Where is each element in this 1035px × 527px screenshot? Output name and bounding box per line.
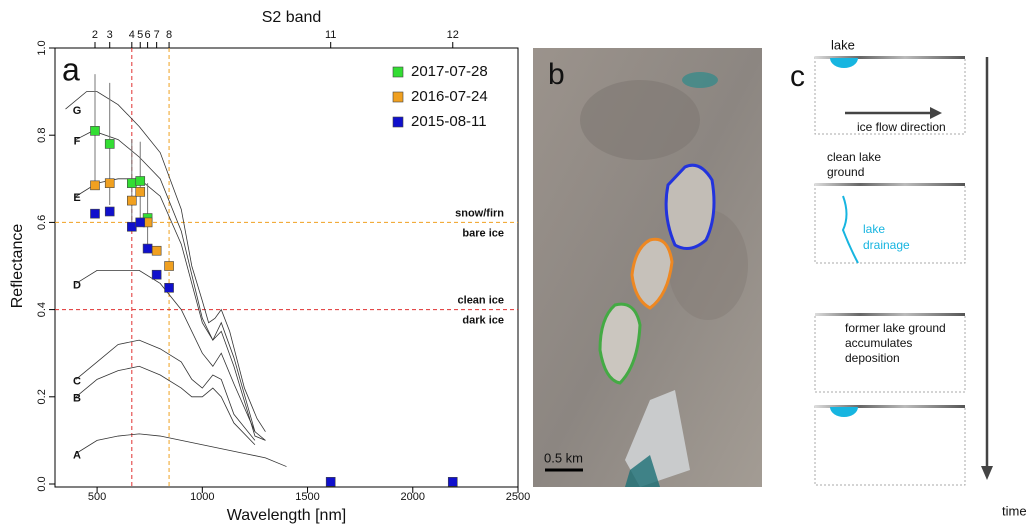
curve-label: G bbox=[73, 105, 82, 117]
legend-label: 2015-08-11 bbox=[411, 113, 487, 130]
diagram-text: clean lake bbox=[827, 150, 881, 164]
curve-label: D bbox=[73, 279, 81, 291]
spectral-curve bbox=[76, 434, 286, 467]
diagram-text: accumulates bbox=[845, 336, 912, 350]
curve-label: A bbox=[73, 449, 81, 461]
reference-label: clean ice bbox=[458, 295, 504, 307]
panel-label: c bbox=[790, 60, 805, 93]
data-point bbox=[105, 207, 114, 216]
x2-axis-label: S2 band bbox=[262, 9, 322, 26]
curve-label: B bbox=[73, 393, 81, 405]
legend-swatch bbox=[393, 117, 403, 127]
figure: b 0.5 km c lake ice flow direction clean… bbox=[0, 0, 1035, 527]
y-tick-label: 1.0 bbox=[36, 40, 48, 55]
reference-label: snow/firn bbox=[455, 207, 504, 219]
panel-label: a bbox=[62, 51, 80, 87]
data-point bbox=[90, 181, 99, 190]
data-point bbox=[165, 262, 174, 271]
page: {"chart_data": {"type": "scatter", "pane… bbox=[0, 0, 1035, 527]
data-point bbox=[90, 209, 99, 218]
data-point bbox=[105, 179, 114, 188]
legend-label: 2017-07-28 bbox=[411, 63, 488, 80]
x2-tick-label: 6 bbox=[145, 29, 151, 41]
x2-tick-label: 3 bbox=[107, 29, 113, 41]
data-point bbox=[136, 176, 145, 185]
legend-swatch bbox=[393, 92, 403, 102]
data-point bbox=[127, 222, 136, 231]
satellite-image bbox=[533, 48, 762, 487]
x2-tick-label: 4 bbox=[129, 29, 135, 41]
reference-label: dark ice bbox=[462, 315, 504, 327]
y-tick-label: 0.8 bbox=[36, 128, 48, 143]
y-axis-label: Reflectance bbox=[9, 224, 26, 309]
data-point bbox=[165, 283, 174, 292]
chart: a Wavelength [nm] S2 band Reflectance 500 100… bbox=[9, 9, 530, 524]
data-point bbox=[152, 246, 161, 255]
panel-label: b bbox=[548, 58, 565, 91]
data-point bbox=[105, 139, 114, 148]
data-point bbox=[127, 196, 136, 205]
data-point bbox=[326, 477, 335, 486]
diagram-text: lake bbox=[863, 222, 885, 236]
legend-label: 2016-07-24 bbox=[411, 88, 488, 105]
x2-tick-label: 7 bbox=[154, 29, 160, 41]
diagram-text: deposition bbox=[845, 351, 900, 365]
spectral-curve bbox=[76, 340, 255, 440]
curve-label: F bbox=[74, 135, 81, 147]
x-tick-label: 2500 bbox=[506, 491, 530, 503]
diagram-text: ground bbox=[827, 165, 864, 179]
scale-label: 0.5 km bbox=[544, 450, 583, 465]
y-tick-label: 0.0 bbox=[36, 476, 48, 491]
x-tick-label: 1500 bbox=[295, 491, 319, 503]
data-point bbox=[136, 218, 145, 227]
x2-tick-label: 2 bbox=[92, 29, 98, 41]
legend-swatch bbox=[393, 67, 403, 77]
y-tick-label: 0.2 bbox=[36, 389, 48, 404]
x-tick-label: 2000 bbox=[401, 491, 425, 503]
diagram-text: ice flow direction bbox=[857, 120, 946, 134]
x-tick-label: 500 bbox=[88, 491, 106, 503]
spectral-curve bbox=[76, 366, 255, 444]
data-point bbox=[127, 179, 136, 188]
data-point bbox=[90, 126, 99, 135]
y-tick-label: 0.6 bbox=[36, 215, 48, 230]
x2-tick-label: 12 bbox=[447, 29, 459, 41]
x2-tick-label: 8 bbox=[166, 29, 172, 41]
curve-label: C bbox=[73, 375, 81, 387]
diagram-text: former lake ground bbox=[845, 321, 946, 335]
curve-label: E bbox=[73, 192, 80, 204]
x2-tick-label: 5 bbox=[137, 29, 143, 41]
data-point bbox=[152, 270, 161, 279]
y-tick-label: 0.4 bbox=[36, 302, 48, 317]
diagram-text: drainage bbox=[863, 238, 910, 252]
x2-tick-label: 11 bbox=[325, 29, 336, 41]
diagram-text: lake bbox=[831, 37, 855, 52]
diagram-text: time bbox=[1002, 503, 1027, 518]
reference-label: bare ice bbox=[462, 227, 504, 239]
data-point bbox=[448, 477, 457, 486]
data-point bbox=[143, 244, 152, 253]
x-axis-label: Wavelength [nm] bbox=[227, 507, 346, 524]
x-tick-label: 1000 bbox=[190, 491, 214, 503]
data-point bbox=[136, 187, 145, 196]
